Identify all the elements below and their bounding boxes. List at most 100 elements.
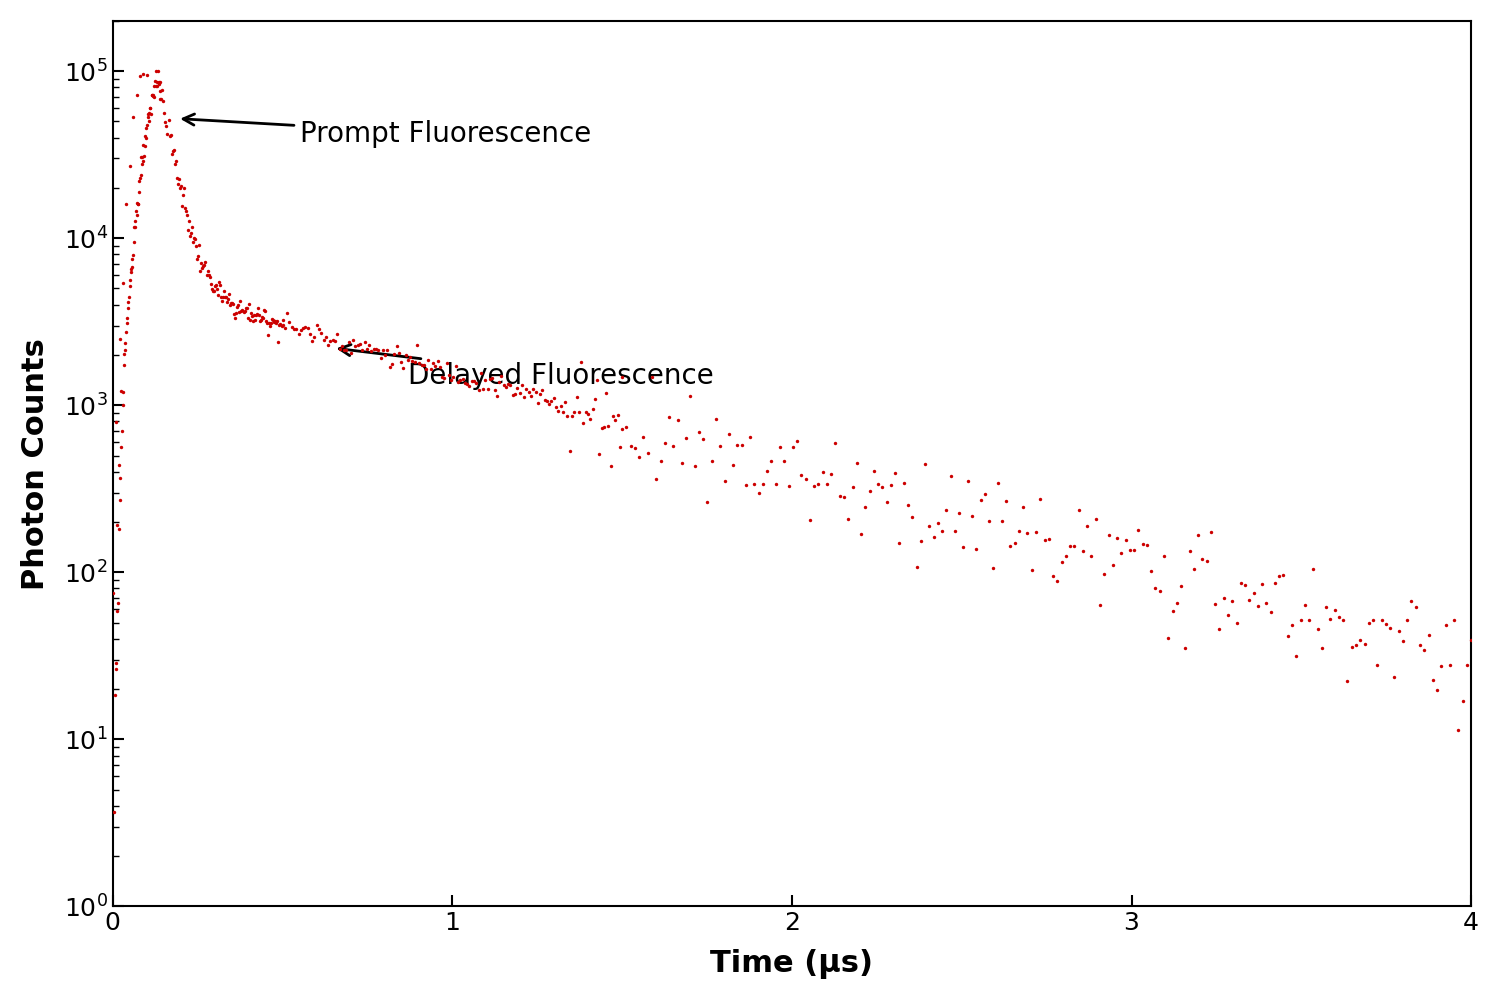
Point [104, 687, 128, 703]
Point [108, 470, 132, 486]
Point [304, 317, 328, 333]
Point [106, 595, 130, 611]
Point [146, 63, 170, 79]
Point [321, 332, 345, 348]
Point [489, 368, 513, 384]
Point [900, 509, 924, 525]
Point [879, 477, 903, 493]
Point [352, 334, 376, 350]
Point [588, 446, 612, 462]
Point [974, 486, 998, 502]
Point [1110, 545, 1134, 561]
Point [914, 456, 938, 472]
Point [1002, 535, 1026, 551]
Point [510, 377, 534, 393]
Point [888, 535, 912, 551]
Point [478, 371, 502, 387]
Point [606, 407, 630, 423]
Point [1224, 615, 1248, 631]
Point [474, 372, 498, 388]
Point [466, 382, 490, 398]
Point [1143, 580, 1167, 596]
Point [939, 468, 963, 484]
Point [146, 78, 170, 94]
Point [798, 512, 822, 528]
Point [114, 310, 138, 326]
Point [153, 114, 177, 130]
Point [1335, 673, 1359, 689]
Point [117, 272, 141, 288]
Point [1020, 562, 1044, 578]
Point [1420, 672, 1444, 688]
Point [622, 440, 646, 456]
Point [284, 321, 308, 337]
Point [921, 529, 945, 545]
Point [114, 196, 138, 212]
Y-axis label: Photon Counts: Photon Counts [21, 338, 50, 590]
Point [110, 383, 134, 399]
Point [207, 274, 231, 290]
Point [964, 541, 988, 557]
Point [248, 313, 272, 329]
Point [722, 457, 746, 473]
Point [132, 128, 156, 144]
Point [264, 315, 288, 331]
Point [507, 385, 531, 401]
Point [108, 331, 132, 347]
Point [573, 404, 597, 420]
Point [528, 386, 552, 402]
Point [1298, 612, 1322, 628]
Point [160, 143, 184, 159]
Point [1203, 596, 1227, 612]
Point [484, 388, 508, 404]
Point [172, 180, 196, 196]
Point [670, 455, 694, 471]
Point [1092, 566, 1116, 582]
Point [260, 315, 284, 331]
Point [267, 317, 291, 333]
Point [602, 408, 625, 424]
Point [544, 399, 568, 415]
Point [237, 312, 261, 328]
Point [554, 394, 578, 410]
Point [153, 105, 177, 121]
Point [123, 219, 147, 235]
Point [122, 247, 146, 263]
Point [1016, 525, 1040, 541]
Point [168, 180, 192, 196]
Point [189, 255, 213, 271]
Point [904, 559, 928, 575]
Point [862, 463, 886, 479]
Point [240, 308, 264, 324]
Point [1036, 531, 1060, 547]
Point [436, 367, 460, 383]
Point [147, 74, 171, 90]
Point [314, 329, 338, 345]
Point [1194, 553, 1218, 569]
Point [140, 87, 164, 103]
Point [270, 318, 294, 334]
Point [590, 420, 613, 436]
Point [1054, 548, 1078, 564]
Point [423, 358, 447, 374]
Point [402, 354, 426, 370]
Point [652, 435, 676, 451]
Point [309, 325, 333, 341]
Point [1302, 561, 1326, 577]
Point [1220, 593, 1244, 609]
Point [220, 296, 245, 312]
Point [225, 305, 249, 321]
Point [128, 68, 152, 84]
Point [853, 499, 877, 515]
Point [759, 453, 783, 469]
Point [1314, 599, 1338, 615]
Point [784, 433, 808, 449]
Point [580, 401, 604, 417]
Point [171, 187, 195, 203]
Point [802, 478, 826, 494]
Point [130, 137, 154, 153]
Point [209, 277, 232, 293]
Point [220, 295, 245, 311]
Point [1032, 532, 1056, 548]
Point [177, 213, 201, 229]
